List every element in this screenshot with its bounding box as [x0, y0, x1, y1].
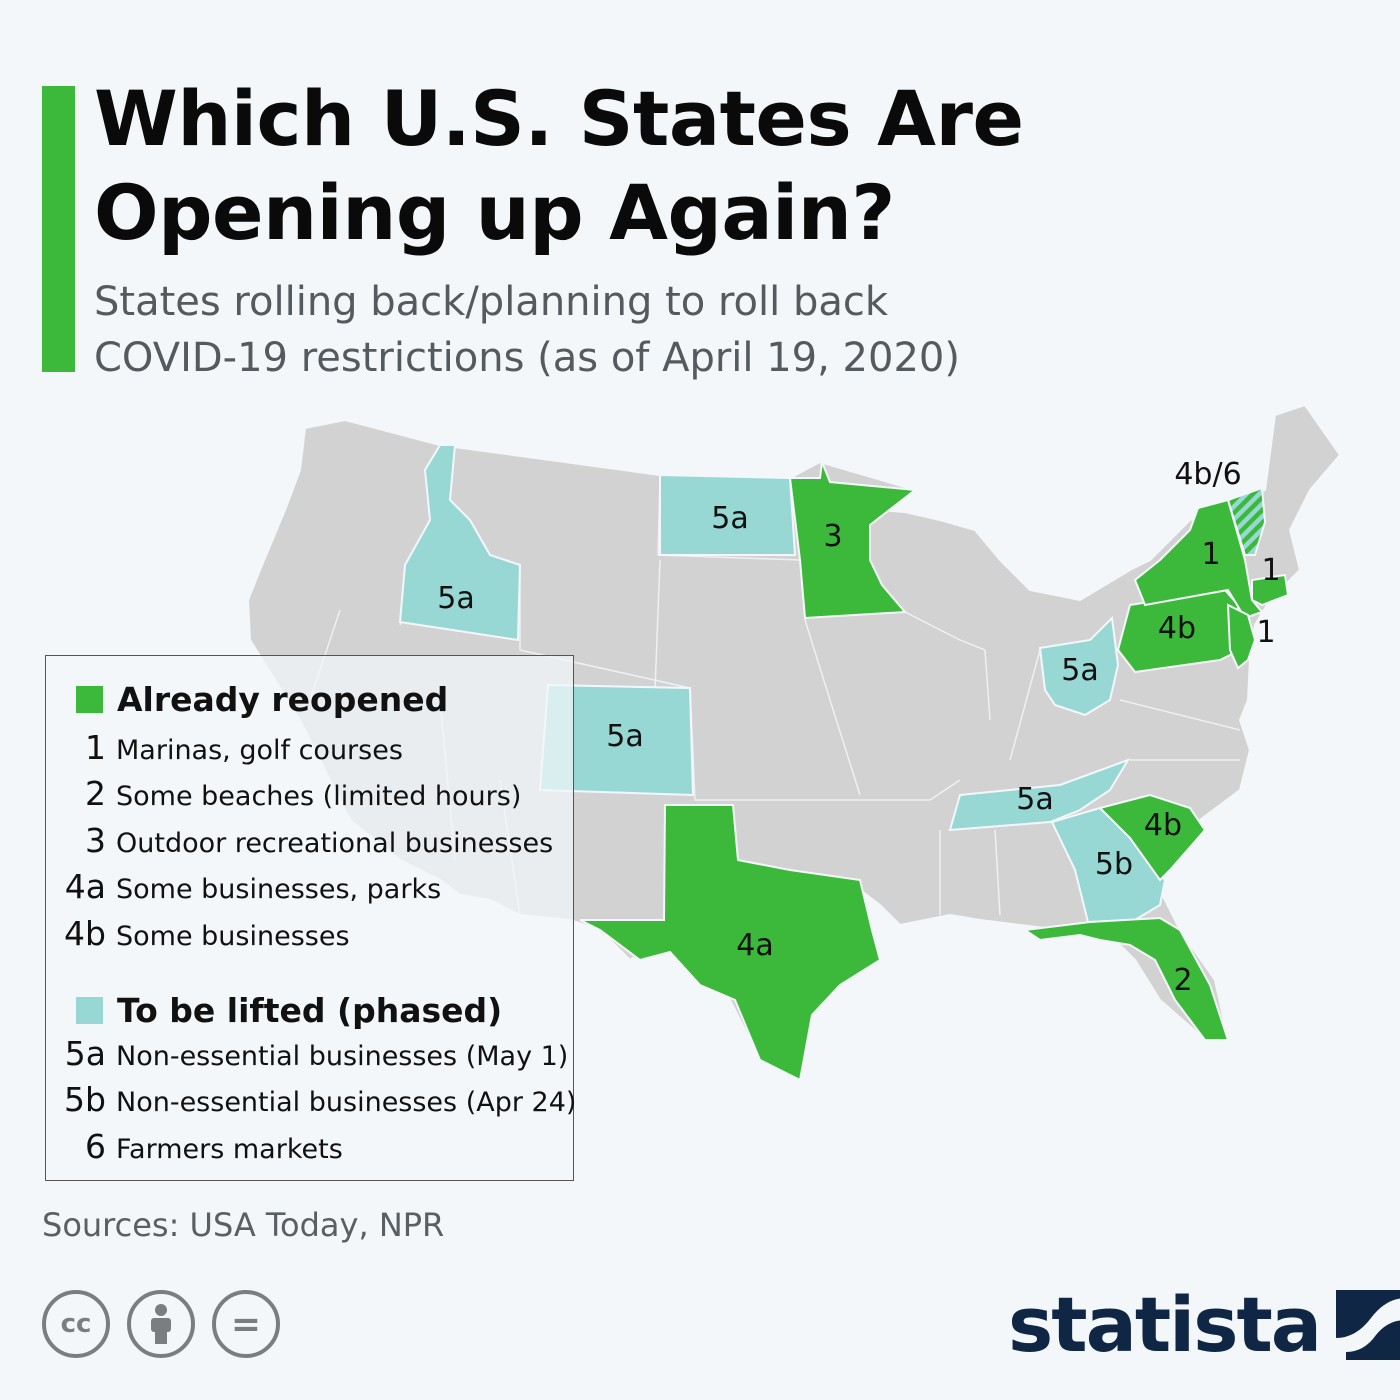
legend-text: Farmers markets: [116, 1134, 343, 1165]
legend-text: Non-essential businesses (May 1): [116, 1041, 569, 1072]
legend-item: 4b Some businesses: [46, 914, 350, 953]
reopened-states: [579, 461, 1290, 1082]
legend-item: 4a Some businesses, parks: [46, 867, 441, 906]
label-minnesota: 3: [823, 519, 842, 554]
legend-text: Some beaches (limited hours): [116, 781, 522, 812]
label-connecticut: 1: [1261, 553, 1280, 588]
legend-text: Marinas, golf courses: [116, 735, 403, 766]
state-vermont: [1226, 486, 1267, 556]
label-vermont: 4b/6: [1174, 457, 1241, 492]
legend-code: 1: [85, 728, 106, 767]
creative-commons-icon[interactable]: cc: [42, 1290, 110, 1358]
license-icons: cc =: [42, 1290, 280, 1358]
label-colorado: 5a: [606, 719, 643, 754]
accent-bar: [42, 86, 75, 372]
legend-group-label: Already reopened: [117, 680, 449, 719]
state-new-jersey: [1226, 603, 1257, 670]
legend-swatch-reopened: [76, 686, 103, 713]
legend-code: 6: [85, 1127, 106, 1166]
legend-text: Some businesses: [116, 921, 350, 952]
legend: Already reopened 1 Marinas, golf courses…: [45, 655, 576, 1181]
state-tennessee: [948, 758, 1131, 832]
label-texas: 4a: [736, 928, 773, 963]
legend-item: 2 Some beaches (limited hours): [46, 774, 521, 813]
legend-item: 3 Outdoor recreational businesses: [46, 821, 553, 860]
person-icon: [151, 1304, 171, 1344]
legend-group-label: To be lifted (phased): [117, 991, 503, 1030]
state-pennsylvania: [1116, 588, 1242, 674]
state-ohio: [1038, 615, 1120, 717]
page-subtitle: States rolling back/planning to roll bac…: [94, 279, 960, 381]
state-texas: [579, 804, 882, 1082]
page-title: Which U.S. States Are Opening up Again?: [94, 74, 1024, 257]
label-north-dakota: 5a: [711, 501, 748, 536]
label-ohio: 5a: [1061, 653, 1098, 688]
label-idaho: 5a: [437, 581, 474, 616]
label-new-jersey: 1: [1256, 615, 1275, 650]
state-idaho: [398, 444, 522, 642]
legend-code: 5a: [64, 1034, 106, 1073]
state-connecticut: [1251, 573, 1290, 607]
state-north-dakota: [659, 473, 797, 556]
legend-text: Outdoor recreational businesses: [116, 828, 554, 859]
phased-states: [398, 444, 1167, 924]
no-derivatives-icon[interactable]: =: [212, 1290, 280, 1358]
legend-text: Some businesses, parks: [116, 874, 442, 905]
legend-text: Non-essential businesses (Apr 24): [116, 1087, 577, 1118]
label-tennessee: 5a: [1016, 782, 1053, 817]
legend-code: 4a: [64, 867, 106, 906]
state-new-york: [1133, 498, 1264, 620]
legend-item: 5b Non-essential businesses (Apr 24): [46, 1080, 576, 1119]
statista-logo-icon: [1336, 1289, 1400, 1360]
legend-code: 5b: [64, 1080, 106, 1119]
legend-code: 2: [85, 774, 106, 813]
brand-wordmark: statista: [1008, 1280, 1322, 1369]
legend-code: 4b: [64, 914, 106, 953]
brand[interactable]: statista: [1008, 1280, 1400, 1369]
legend-item: 1 Marinas, golf courses: [46, 728, 403, 767]
sources: Sources: USA Today, NPR: [42, 1206, 445, 1244]
legend-item: 6 Farmers markets: [46, 1127, 343, 1166]
state-minnesota: [788, 461, 918, 620]
label-new-york: 1: [1201, 537, 1220, 572]
label-south-carolina: 4b: [1144, 808, 1182, 843]
label-florida: 2: [1173, 963, 1192, 998]
label-georgia: 5b: [1095, 847, 1133, 882]
legend-swatch-phased: [76, 997, 103, 1024]
legend-group-reopened: Already reopened: [76, 680, 448, 719]
map-labels: 5a 5a 3 5a 4a 5a 5a 5b 4b 2 4b 1 1 1 4b/…: [437, 457, 1280, 998]
state-florida: [1022, 916, 1230, 1041]
attribution-icon[interactable]: [127, 1290, 195, 1358]
label-pennsylvania: 4b: [1158, 611, 1196, 646]
legend-item: 5a Non-essential businesses (May 1): [46, 1034, 569, 1073]
legend-group-phased: To be lifted (phased): [76, 991, 502, 1030]
state-south-carolina: [1098, 793, 1207, 882]
legend-code: 3: [85, 821, 106, 860]
